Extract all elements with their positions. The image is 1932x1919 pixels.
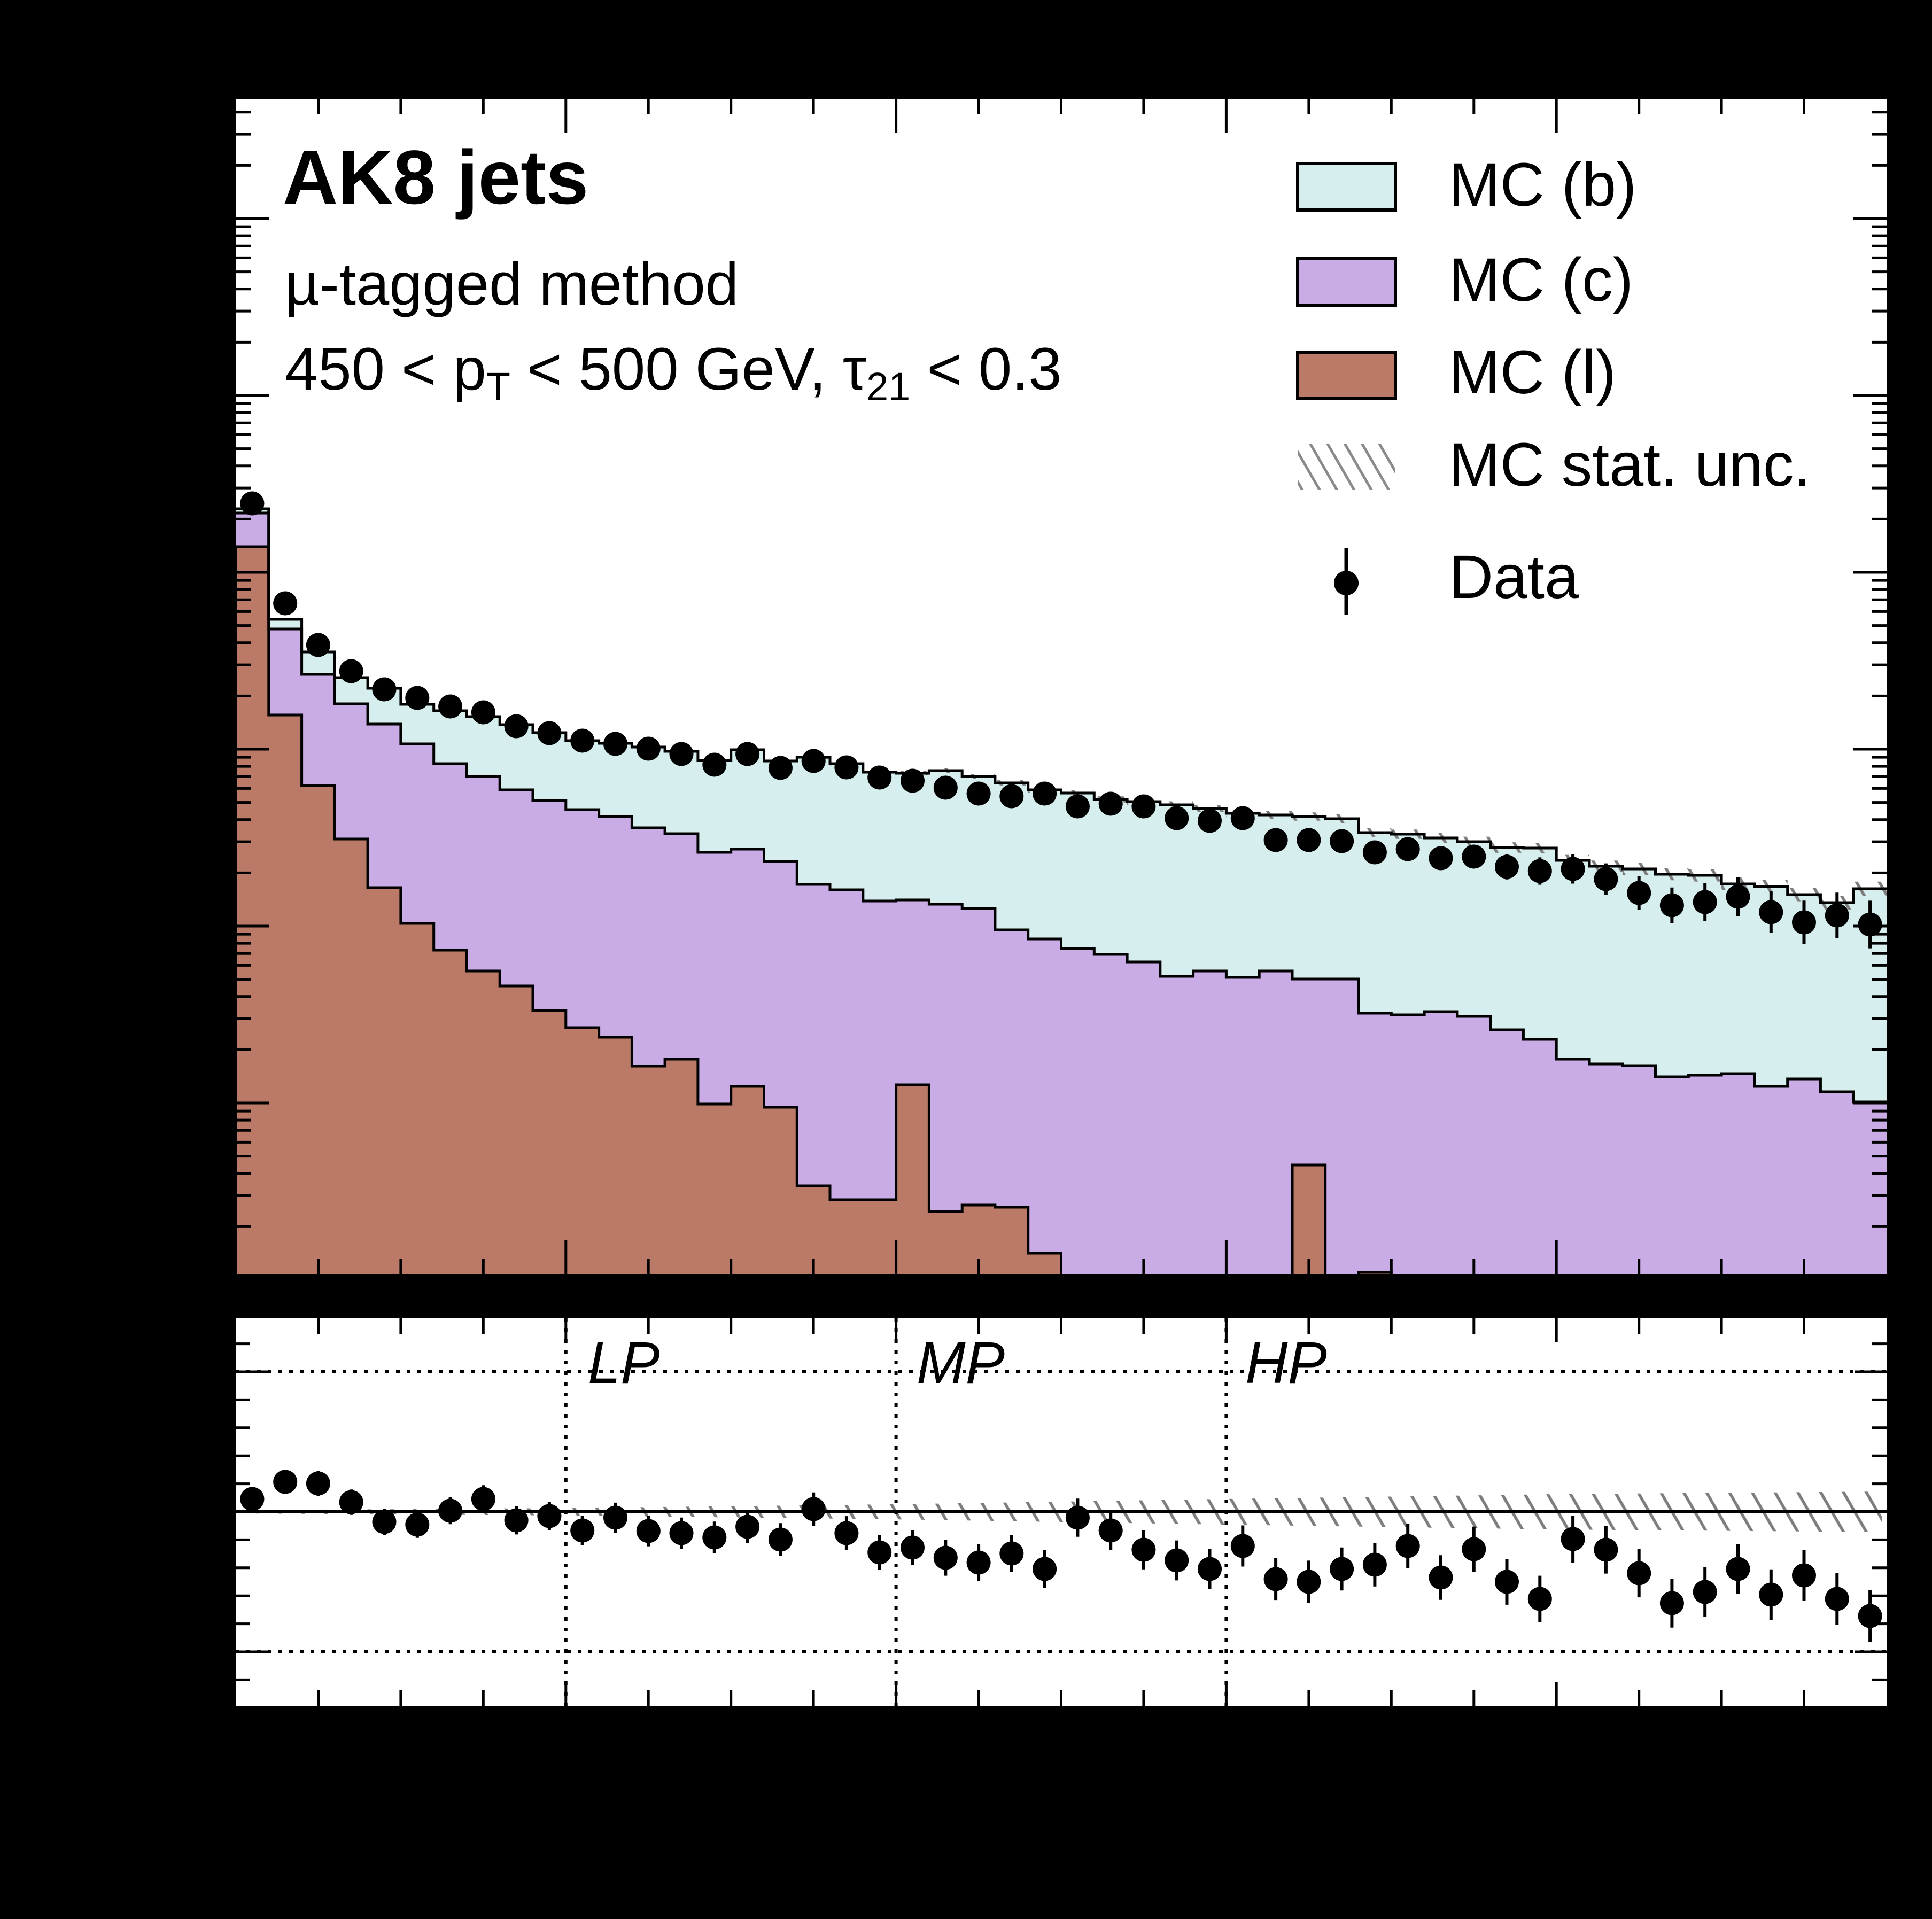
svg-text:AK8 jets: AK8 jets [283, 135, 588, 220]
svg-text:MC (c): MC (c) [1449, 246, 1633, 314]
svg-text:MC (b): MC (b) [1449, 151, 1636, 219]
svg-text:LP: LP [588, 1330, 660, 1396]
svg-text:MC stat. unc.: MC stat. unc. [1449, 431, 1811, 499]
svg-text:Data: Data [1449, 543, 1579, 611]
svg-text:HP: HP [1245, 1330, 1327, 1396]
svg-text:450 < pT < 500 GeV, τ21 < 0.3: 450 < pT < 500 GeV, τ21 < 0.3 [285, 336, 1062, 409]
svg-text:MP: MP [917, 1330, 1005, 1396]
svg-text:MC (l): MC (l) [1449, 338, 1616, 407]
svg-text:µ-tagged method: µ-tagged method [285, 251, 739, 317]
